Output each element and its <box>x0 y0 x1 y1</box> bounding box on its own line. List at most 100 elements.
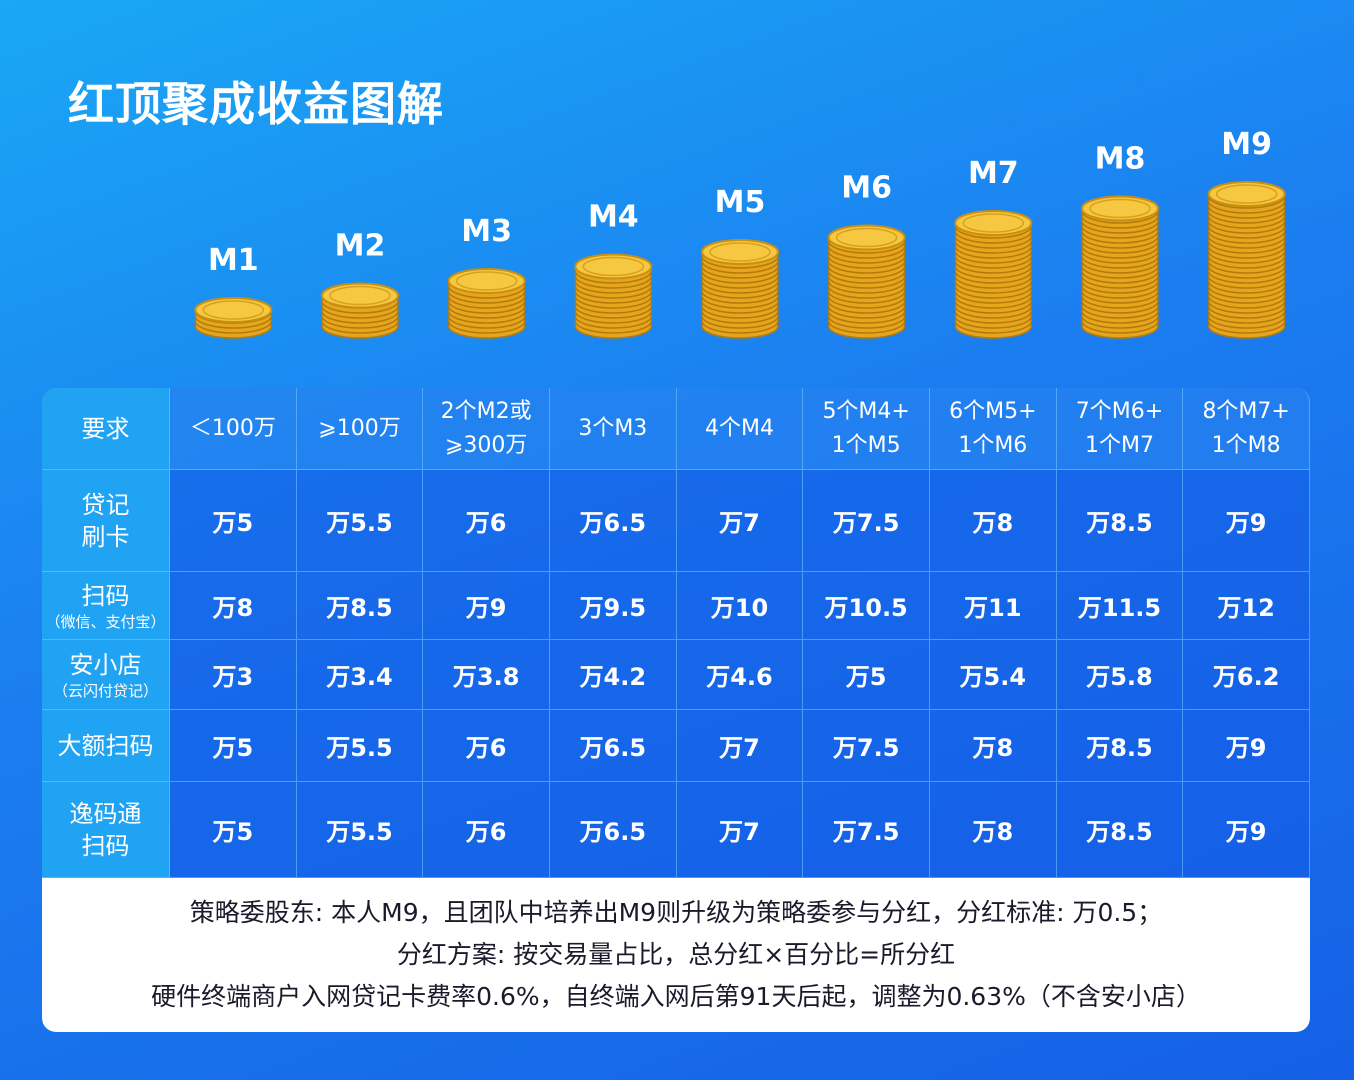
text-line: 3个M3 <box>578 415 648 441</box>
rate-cell: 万5 <box>170 782 297 878</box>
rate-cell: 万5.5 <box>296 782 424 878</box>
text-line: 逸码通 <box>69 799 142 828</box>
row-label: 贷记 刷卡 <box>42 470 170 572</box>
coin-face <box>329 285 391 306</box>
row-note: （微信、支付宝） <box>45 612 166 631</box>
rate-cell: 万6 <box>423 710 550 782</box>
text-line: 1个M6 <box>958 432 1028 458</box>
rate-cell: 万3.4 <box>296 640 424 710</box>
level-label: M7 <box>968 156 1019 191</box>
text-line: 1个M5 <box>831 432 901 458</box>
coin-top <box>954 210 1033 236</box>
rate-cell: 万5 <box>170 470 297 572</box>
coin-top <box>1207 181 1286 207</box>
coin-face <box>1215 184 1278 204</box>
text-line: 8个M7+ <box>1202 398 1290 424</box>
text-line: 4个M4 <box>704 415 774 441</box>
text-line: 1个M8 <box>1211 432 1281 458</box>
rate-cell: 万3 <box>170 640 297 710</box>
rate-cell: 万9 <box>1183 470 1310 572</box>
coin-face <box>582 256 645 277</box>
rate-cell: 万5.5 <box>296 710 424 782</box>
rate-cell: 万8.5 <box>296 572 424 640</box>
coin-face <box>835 227 898 248</box>
level-label: M2 <box>335 229 386 264</box>
text-line: ⩾300万 <box>444 432 528 458</box>
row-label: 安小店 （云闪付贷记） <box>42 640 170 710</box>
coin-illustration: M1 M2 M3 M4 M5 M6 M7 M8 M9 <box>194 127 1286 339</box>
level-label: M1 <box>208 243 259 278</box>
rate-cell: 万12 <box>1183 572 1310 640</box>
rate-cell: 万9 <box>1183 710 1310 782</box>
text-line: ⩾100万 <box>318 415 401 441</box>
rate-cell: 万8.5 <box>1056 782 1184 878</box>
coin-top <box>447 268 526 294</box>
rate-cell: 万10.5 <box>803 572 930 640</box>
rate-cell: 万7 <box>676 710 804 782</box>
level-label: M4 <box>588 200 639 235</box>
level-label: M9 <box>1221 127 1272 162</box>
requirement-cell: ＜100万 <box>170 388 297 470</box>
requirement-cell: 7个M6+ 1个M7 <box>1056 388 1184 470</box>
level-label: M5 <box>715 185 766 220</box>
rate-cell: 万8 <box>930 782 1057 878</box>
row-label: 大额扫码 <box>42 710 170 782</box>
rate-cell: 万7.5 <box>803 782 930 878</box>
row-label: 扫码 （微信、支付宝） <box>42 572 170 640</box>
text-line: 大额扫码 <box>57 731 154 760</box>
rate-cell: 万8 <box>930 710 1057 782</box>
requirement-cell: 4个M4 <box>676 388 804 470</box>
rate-cell: 万9 <box>1183 782 1310 878</box>
rate-cell: 万10 <box>676 572 804 640</box>
rate-cell: 万7 <box>676 470 804 572</box>
rate-cell: 万8 <box>930 470 1057 572</box>
text-line: 7个M6+ <box>1075 398 1164 424</box>
rate-cell: 万5.5 <box>296 470 424 572</box>
rate-cell: 万8 <box>170 572 297 640</box>
requirement-cell: ⩾100万 <box>296 388 424 470</box>
coin-face <box>455 271 518 291</box>
text-line: 贷记 <box>81 490 130 519</box>
row-note: （云闪付贷记） <box>52 681 158 700</box>
text-line: 2个M2或 <box>440 398 532 424</box>
row-label: 逸码通 扫码 <box>42 782 170 878</box>
rate-cell: 万5 <box>170 710 297 782</box>
level-label: M6 <box>841 171 892 206</box>
coin-face <box>962 213 1025 233</box>
rate-cell: 万4.6 <box>676 640 804 710</box>
requirement-cell: 5个M4+ 1个M5 <box>803 388 930 470</box>
rate-cell: 万8.5 <box>1056 710 1184 782</box>
requirement-cell: 3个M3 <box>550 388 677 470</box>
coin-top <box>827 224 906 251</box>
text-line: 6个M5+ <box>949 398 1037 424</box>
rate-cell: 万3.8 <box>423 640 550 710</box>
rate-cell: 万7.5 <box>803 710 930 782</box>
rate-cell: 万6.2 <box>1183 640 1310 710</box>
rate-cell: 万7.5 <box>803 470 930 572</box>
coin-face <box>709 242 771 262</box>
coin-top <box>701 239 779 265</box>
footer: 策略委股东: 本人M9，且团队中培养出M9则升级为策略委参与分红，分红标准: 万… <box>42 878 1310 1032</box>
rate-cell: 万5.8 <box>1056 640 1184 710</box>
coin-top <box>194 297 273 323</box>
level-label: M8 <box>1095 142 1146 177</box>
coin-top <box>574 253 653 280</box>
requirement-cell: 8个M7+ 1个M8 <box>1183 388 1310 470</box>
text-line: 5个M4+ <box>822 398 910 424</box>
rate-cell: 万11 <box>930 572 1057 640</box>
text-line: 扫码 <box>81 831 130 860</box>
coin-top <box>1081 195 1159 222</box>
rate-cell: 万5.4 <box>930 640 1057 710</box>
rate-cell: 万9 <box>423 572 550 640</box>
title: 红顶聚成收益图解 <box>68 77 444 131</box>
text-line: 1个M7 <box>1084 432 1154 458</box>
coin-face <box>1089 198 1151 219</box>
rate-cell: 万6 <box>423 782 550 878</box>
header-label: 要求 <box>42 388 170 470</box>
rate-cell: 万9.5 <box>550 572 677 640</box>
rate-cell: 万6.5 <box>550 470 677 572</box>
text-line: 刷卡 <box>81 522 130 551</box>
text-line: ＜100万 <box>189 415 276 441</box>
rate-cell: 万7 <box>676 782 804 878</box>
